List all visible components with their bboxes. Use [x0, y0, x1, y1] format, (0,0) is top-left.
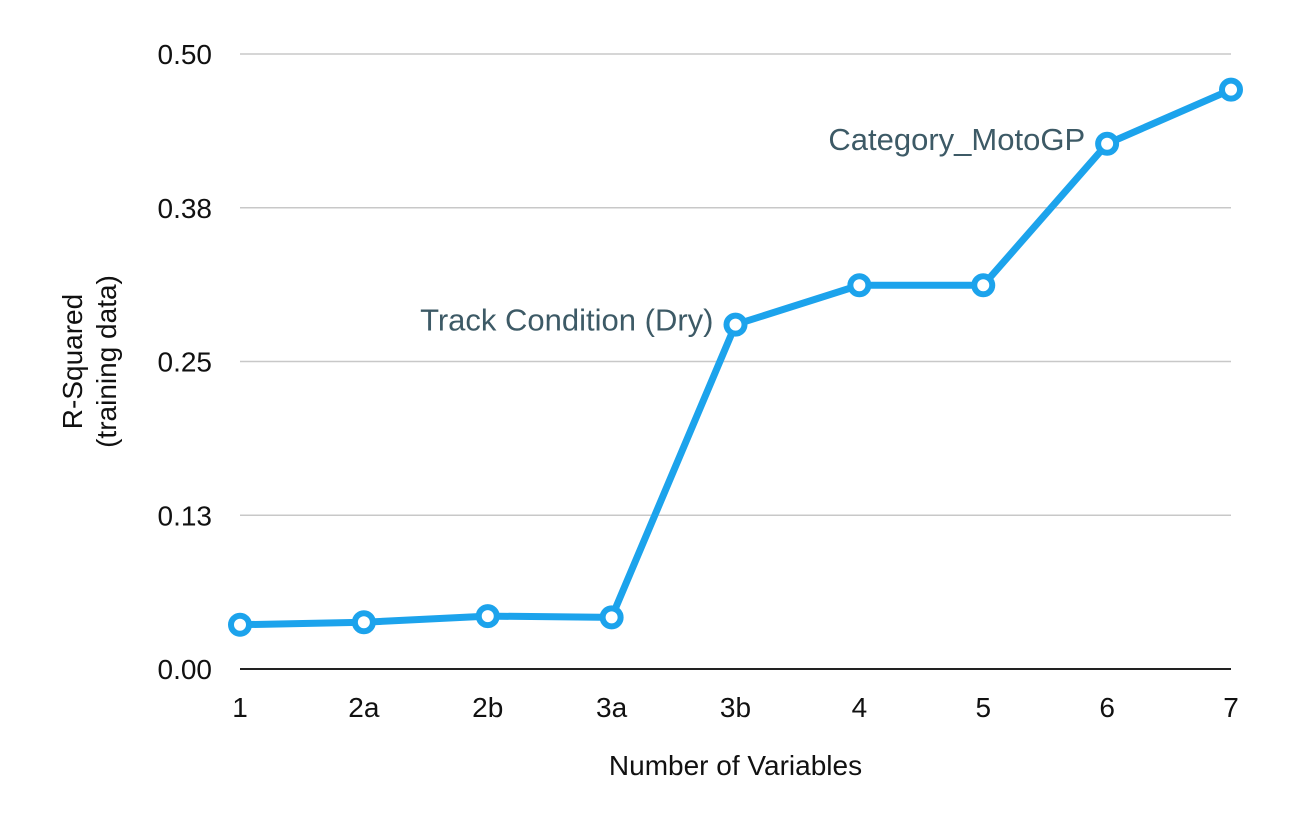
series-line — [236, 86, 1235, 629]
data-point — [351, 610, 376, 635]
x-tick-label: 1 — [232, 692, 248, 723]
series-points — [228, 77, 1243, 637]
data-point — [475, 604, 500, 629]
x-tick-label: 4 — [852, 692, 868, 723]
x-tick-label: 3a — [596, 692, 628, 723]
data-point — [228, 612, 252, 637]
annotation-label: Track Condition (Dry) — [420, 303, 713, 338]
data-point — [599, 605, 624, 630]
data-point — [723, 312, 748, 337]
y-axis-title: R-Squared (training data) — [57, 275, 122, 448]
x-tick-labels: 1 2a 2b 3a 3b 4 5 6 7 — [232, 692, 1239, 723]
x-tick-label: 5 — [975, 692, 991, 723]
y-axis-title-line-1: R-Squared — [57, 294, 88, 429]
annotations: Track Condition (Dry) Category_MotoGP — [420, 122, 1085, 338]
grid-lines — [240, 53, 1231, 516]
y-tick-label: 0.00 — [158, 654, 213, 685]
data-point — [1095, 131, 1120, 156]
x-tick-label: 2b — [472, 692, 503, 723]
data-point — [1219, 77, 1243, 102]
x-tick-label: 6 — [1099, 692, 1115, 723]
x-tick-label: 7 — [1223, 692, 1239, 723]
x-tick-label: 2a — [348, 692, 380, 723]
data-point — [971, 273, 996, 298]
series-layer — [236, 86, 1235, 629]
y-tick-label: 0.38 — [158, 193, 213, 224]
data-point — [847, 273, 872, 298]
x-axis-title: Number of Variables — [609, 750, 862, 781]
y-axis-title-line-2: (training data) — [91, 275, 122, 448]
annotation-label: Category_MotoGP — [828, 122, 1085, 157]
y-tick-label: 0.25 — [158, 347, 213, 378]
y-tick-label: 0.13 — [158, 500, 213, 531]
y-tick-labels: 0.00 0.13 0.25 0.38 0.50 — [158, 39, 213, 685]
y-tick-label: 0.50 — [158, 39, 213, 70]
x-tick-label: 3b — [720, 692, 751, 723]
